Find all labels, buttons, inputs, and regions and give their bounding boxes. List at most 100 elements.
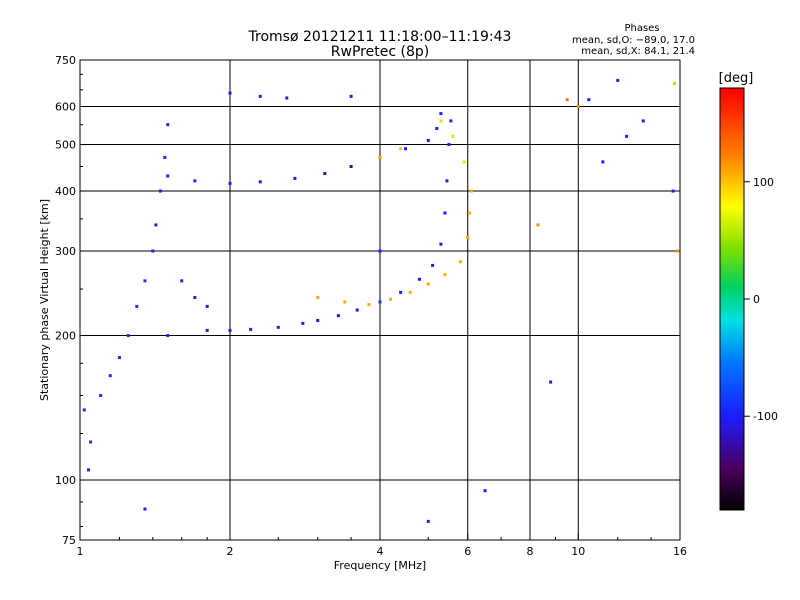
y-tick-label: 100 <box>55 474 76 487</box>
echo-points <box>82 78 679 523</box>
echo-point <box>399 290 403 294</box>
echo-point <box>435 126 439 130</box>
echo-point <box>258 180 262 184</box>
echo-point <box>671 189 675 193</box>
echo-point <box>439 112 443 116</box>
echo-point <box>323 172 327 176</box>
echo-point <box>625 134 629 138</box>
x-axis-label: Frequency [MHz] <box>334 559 426 572</box>
echo-point <box>151 249 155 253</box>
echo-point <box>205 328 209 332</box>
echo-point <box>108 374 112 378</box>
echo-point <box>389 297 393 301</box>
y-tick-label: 400 <box>55 185 76 198</box>
echo-point <box>601 160 605 164</box>
echo-point <box>343 300 347 304</box>
x-tick-label: 1 <box>77 545 84 558</box>
y-tick-label: 500 <box>55 139 76 152</box>
echo-point <box>205 304 209 308</box>
echo-point <box>426 519 430 523</box>
trace-f2-o-mode-lower <box>205 119 453 332</box>
phases-title: Phases <box>624 23 659 34</box>
echo-point <box>193 179 197 183</box>
echo-point <box>426 138 430 142</box>
echo-point <box>293 176 297 180</box>
echo-point <box>285 96 289 100</box>
echo-point <box>316 318 320 322</box>
trace-lower-f-region-spread <box>82 123 209 444</box>
echo-point <box>673 82 677 86</box>
echo-point <box>301 321 305 325</box>
colorbar-label: [deg] <box>719 71 754 86</box>
echo-point <box>166 123 170 127</box>
echo-point <box>378 300 382 304</box>
colorbar-tick-label: 0 <box>753 293 760 306</box>
chart-subtitle: RwPretec (8p) <box>331 44 429 60</box>
phase-stats-o: mean, sd,O: −89.0, 17.0 <box>572 35 695 46</box>
y-tick-label: 600 <box>55 101 76 114</box>
echo-point <box>439 119 443 123</box>
echo-point <box>675 249 679 253</box>
echo-point <box>126 334 130 338</box>
echo-point <box>276 325 280 329</box>
echo-point <box>258 94 262 98</box>
echo-point <box>180 279 184 283</box>
x-tick-label: 8 <box>527 545 534 558</box>
echo-point <box>143 507 147 511</box>
echo-point <box>417 277 421 281</box>
echo-point <box>378 249 382 253</box>
echo-point <box>576 105 580 109</box>
x-tick-label: 16 <box>673 545 687 558</box>
echo-point <box>641 119 645 123</box>
y-axis-label: Stationary phase Virtual Height [km] <box>38 199 51 401</box>
echo-point <box>163 155 167 159</box>
x-tick-label: 4 <box>377 545 384 558</box>
trace-f2-x-mode <box>316 119 473 307</box>
echo-point <box>443 273 447 277</box>
x-tick-label: 6 <box>464 545 471 558</box>
echo-point <box>228 328 232 332</box>
echo-point <box>439 242 443 246</box>
echo-point <box>86 468 90 472</box>
echo-point <box>399 147 403 151</box>
echo-point <box>117 355 121 359</box>
y-tick-label: 200 <box>55 330 76 343</box>
y-tick-label: 75 <box>62 534 76 547</box>
echo-point <box>135 304 139 308</box>
echo-point <box>158 189 162 193</box>
echo-point <box>166 174 170 178</box>
echo-point <box>355 308 359 312</box>
colorbar <box>719 87 745 511</box>
chart-title: Tromsø 20121211 11:18:00–11:19:43 <box>248 29 512 45</box>
trace-scattered-echoes <box>86 78 679 523</box>
echo-point <box>587 98 591 102</box>
colorbar-tick-label: 100 <box>753 176 774 189</box>
echo-point <box>426 282 430 286</box>
echo-point <box>483 489 487 493</box>
echo-point <box>468 211 472 215</box>
grid-lines <box>80 60 680 540</box>
echo-point <box>616 78 620 82</box>
echo-point <box>408 290 412 294</box>
echo-point <box>447 143 451 147</box>
echo-point <box>449 119 453 123</box>
x-axis-ticks: 1 2 4 6 8 10 16 <box>77 534 687 558</box>
echo-point <box>469 189 473 193</box>
echo-point <box>458 260 462 264</box>
echo-point <box>378 155 382 159</box>
echo-point <box>349 164 353 168</box>
colorbar-tick-label: -100 <box>753 410 778 423</box>
x-tick-label: 2 <box>227 545 234 558</box>
echo-point <box>367 303 371 307</box>
echo-point <box>336 314 340 318</box>
echo-point <box>316 296 320 300</box>
y-axis-ticks: 75 100 200 300 400 500 600 750 <box>55 54 86 547</box>
echo-point <box>228 181 232 185</box>
echo-point <box>536 223 540 227</box>
echo-point <box>166 334 170 338</box>
echo-point <box>431 263 435 267</box>
echo-point <box>549 380 553 384</box>
echo-point <box>443 211 447 215</box>
echo-point <box>466 236 470 240</box>
